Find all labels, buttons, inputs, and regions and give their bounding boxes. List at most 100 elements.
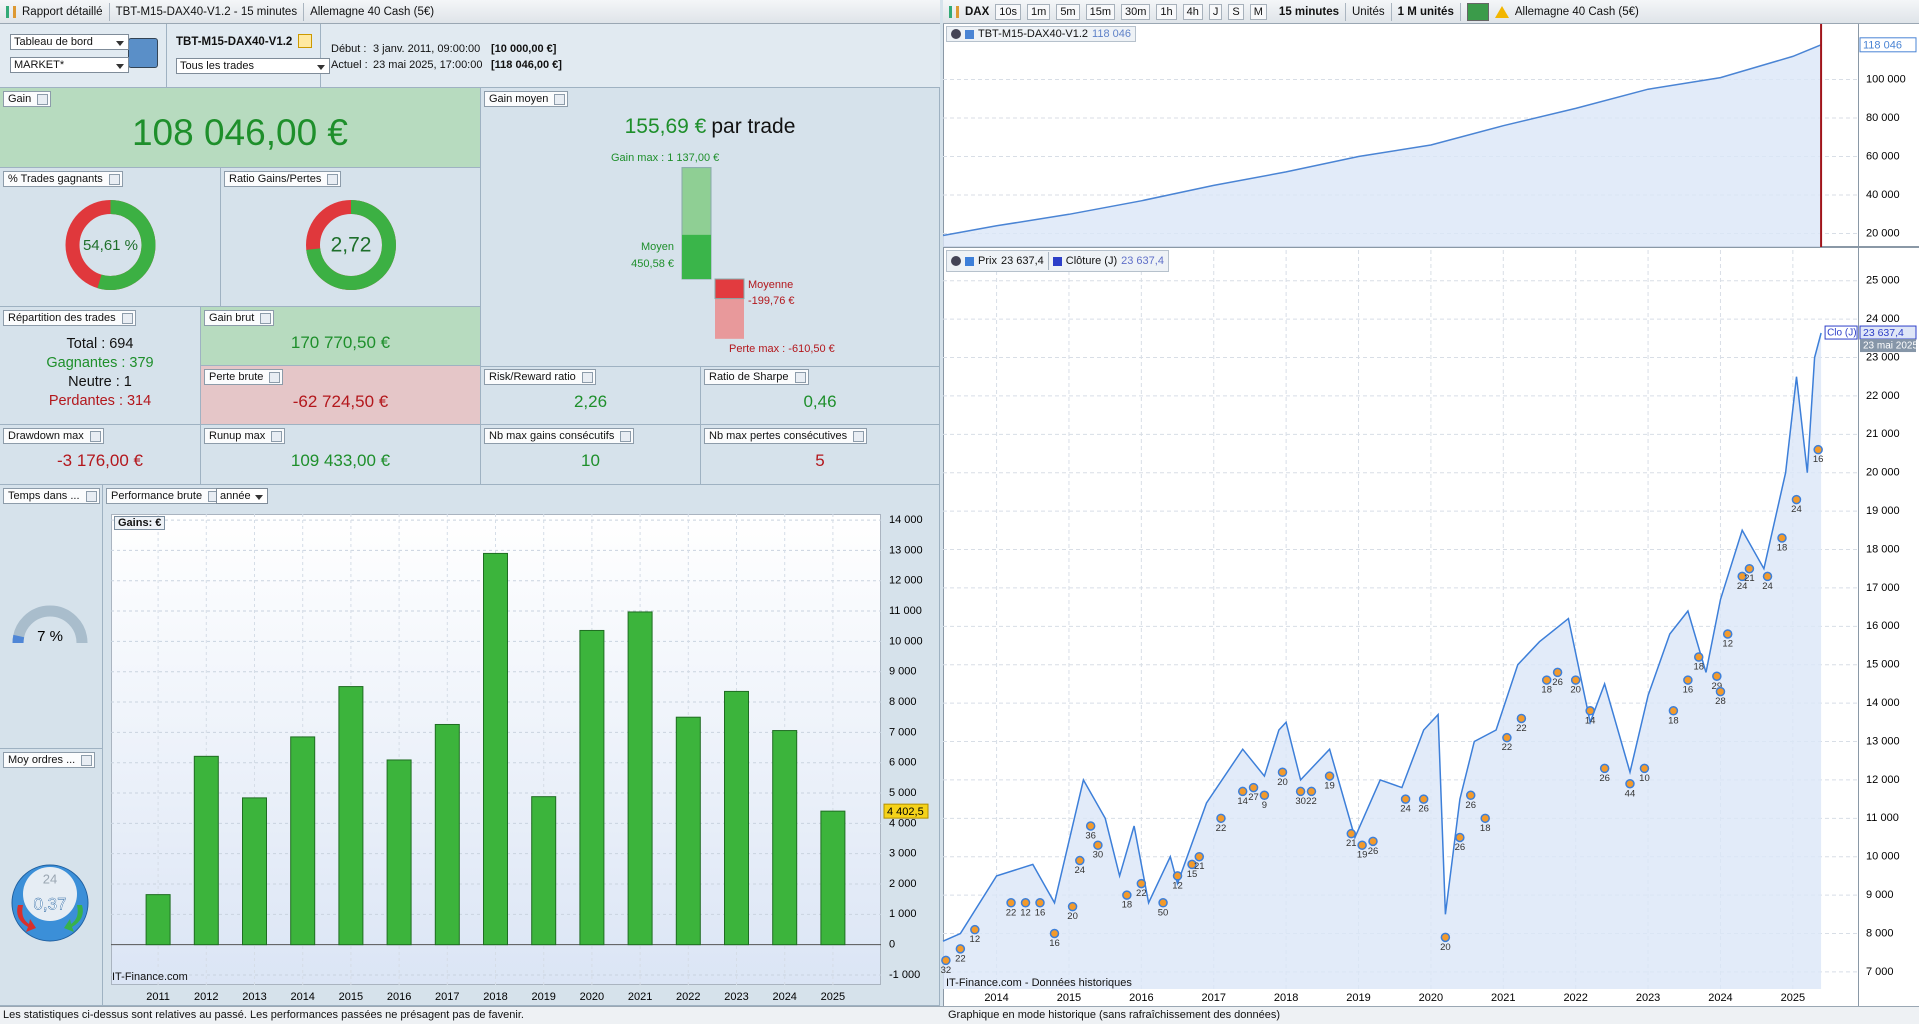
stat-panel: Temps dans ...	[0, 485, 103, 749]
stat-panel: Gain brut 170 770,50 €	[201, 307, 481, 366]
stat-panel: Ratio Gains/Pertes	[221, 168, 481, 307]
chart-legend: Gains: €	[114, 516, 166, 530]
legend-name: TBT-M15-DAX40-V1.2	[978, 28, 1089, 40]
panel-label[interactable]: Risk/Reward ratio	[484, 369, 596, 385]
average-gain: 155,69 € par trade	[481, 115, 939, 139]
price-bg	[943, 248, 1919, 1006]
account-select[interactable]: MARKET*	[10, 57, 129, 73]
chart-style-icon[interactable]	[1466, 2, 1489, 21]
units-select[interactable]: 1 M unités	[1397, 5, 1454, 18]
legend-value: 23 637,4	[1000, 255, 1044, 267]
close-button[interactable]	[951, 256, 961, 266]
breakdown-value: 314	[126, 393, 152, 409]
stat-value: 2,26	[573, 392, 608, 411]
panel-label[interactable]: Nb max pertes consécutives	[704, 428, 868, 444]
stat-value: 10	[581, 451, 600, 470]
interval-button[interactable]: 4h	[1182, 3, 1203, 20]
breakdown-label: Total :	[66, 336, 106, 352]
panel-label[interactable]: Gain	[3, 91, 52, 107]
stat-panel: Perte brute -62 724,50 €	[201, 366, 481, 425]
warning-icon	[1494, 0, 1509, 18]
watermark: IT-Finance.com	[112, 971, 188, 983]
stat-panel: Nb max pertes consécutives 5	[701, 425, 940, 485]
date-value: 3 janv. 2011, 09:00:00	[373, 43, 481, 55]
footer: Les statistiques ci-dessus sont relative…	[0, 1006, 1919, 1024]
interval-button[interactable]: 30m	[1121, 3, 1151, 20]
panel-label[interactable]: Runup max	[204, 428, 286, 444]
stat-panel: Runup max 109 433,00 €	[201, 425, 481, 485]
divider	[320, 24, 321, 88]
panel-label[interactable]: Nb max gains consécutifs	[484, 428, 635, 444]
panel-label[interactable]: Répartition des trades	[3, 310, 136, 326]
sep	[108, 2, 110, 21]
interval-button[interactable]: 1m	[1027, 3, 1051, 20]
average-label: Moyen	[640, 240, 674, 253]
stat-panel: Gain 108 046,00 €	[0, 88, 481, 168]
breakdown-value: 1	[123, 374, 132, 390]
interval-button[interactable]: 1h	[1156, 3, 1177, 20]
filter-select[interactable]: Tous les trades	[176, 58, 330, 74]
stat-panel: Drawdown max -3 176,00 €	[0, 425, 201, 485]
panel-label[interactable]: Ratio Gains/Pertes	[224, 171, 342, 187]
panel-label[interactable]: % Trades gagnants	[3, 171, 123, 187]
legend-swatch	[965, 256, 974, 266]
period-select[interactable]: année	[216, 488, 268, 504]
gain-value: 108 046,00 €	[131, 112, 349, 153]
breakdown-row: Perdantes :314	[0, 393, 200, 409]
interval-button[interactable]: 10s	[995, 3, 1022, 20]
footer-left: Les statistiques ci-dessus sont relative…	[3, 1009, 524, 1021]
capital-value: [10 000,00 €]	[491, 43, 557, 55]
edit-icon	[298, 34, 312, 48]
stat-panel: Risk/Reward ratio 2,26	[481, 366, 701, 425]
loss-max-label: Perte max : -610,50 €	[729, 342, 835, 355]
legend-name: Clôture (J)	[1065, 255, 1118, 267]
panel-label[interactable]: Ratio de Sharpe	[704, 369, 809, 385]
stat-panel: Répartition des trades Total :694 Gagnante…	[0, 307, 201, 425]
perf-label[interactable]: Performance brute	[106, 488, 223, 504]
interval-button[interactable]: 5m	[1056, 3, 1080, 20]
strategy-title: TBT-M15-DAX40-V1.2 - 15 minutes	[115, 5, 298, 18]
stat-panel: Moy ordres ...	[0, 749, 103, 1006]
interval-button[interactable]: S	[1228, 3, 1244, 20]
breakdown-row: Gagnantes :379	[0, 355, 200, 371]
breakdown-row: Total :694	[0, 336, 200, 352]
units-mode[interactable]: Unités	[1352, 5, 1385, 18]
panel-label[interactable]: Drawdown max	[3, 428, 104, 444]
watermark: IT-Finance.com - Données historiques	[946, 977, 1132, 989]
symbol[interactable]: DAX	[965, 5, 990, 18]
plot-area	[111, 514, 881, 985]
stat-value: 170 770,50 €	[290, 333, 391, 352]
breakdown-row: Neutre :1	[0, 374, 200, 390]
average-gain-unit: par trade	[711, 115, 796, 138]
stat-value: 109 433,00 €	[290, 451, 391, 470]
stat-panel: Ratio de Sharpe 0,46	[701, 366, 940, 425]
legend-value: 23 637,4	[1121, 255, 1164, 267]
stat-value: -3 176,00 €	[56, 451, 143, 470]
period-select[interactable]: 15 minutes	[1278, 5, 1339, 18]
instrument: Allemagne 40 Cash (5€)	[310, 5, 435, 18]
close-button[interactable]	[951, 29, 961, 39]
breakdown-label: Neutre :	[68, 374, 120, 390]
date-label: Actuel :	[331, 59, 368, 71]
legend-name: Prix	[978, 255, 997, 267]
sep	[1345, 2, 1346, 21]
equity-bg	[943, 24, 1919, 248]
average-gain-value: 155,69 €	[624, 115, 707, 138]
interval-button[interactable]: M	[1249, 3, 1267, 20]
interval-button[interactable]: 15m	[1085, 3, 1115, 20]
panel-label[interactable]: Gain brut	[204, 310, 275, 326]
view-select[interactable]: Tableau de bord	[10, 34, 129, 50]
sep	[1459, 2, 1461, 21]
panel-label[interactable]: Gain moyen	[484, 91, 569, 107]
stat-panel: Gain moyen 155,69 € par trade Gain max : 1 …	[481, 88, 940, 367]
interval-button[interactable]: J	[1208, 3, 1223, 20]
panel-label[interactable]: Temps dans ...	[3, 488, 100, 504]
date-label: Début :	[331, 43, 367, 55]
axis-bg	[1858, 24, 1919, 1006]
panel-label[interactable]: Moy ordres ...	[3, 752, 96, 768]
panel-label[interactable]: Perte brute	[204, 369, 284, 385]
capital-value: [118 046,00 €]	[491, 59, 562, 71]
dashboard-icon	[128, 38, 158, 68]
header: Tableau de bord MARKET* TBT-M15-DAX40-V1.2…	[0, 24, 940, 88]
breakdown-label: Gagnantes :	[46, 355, 126, 371]
